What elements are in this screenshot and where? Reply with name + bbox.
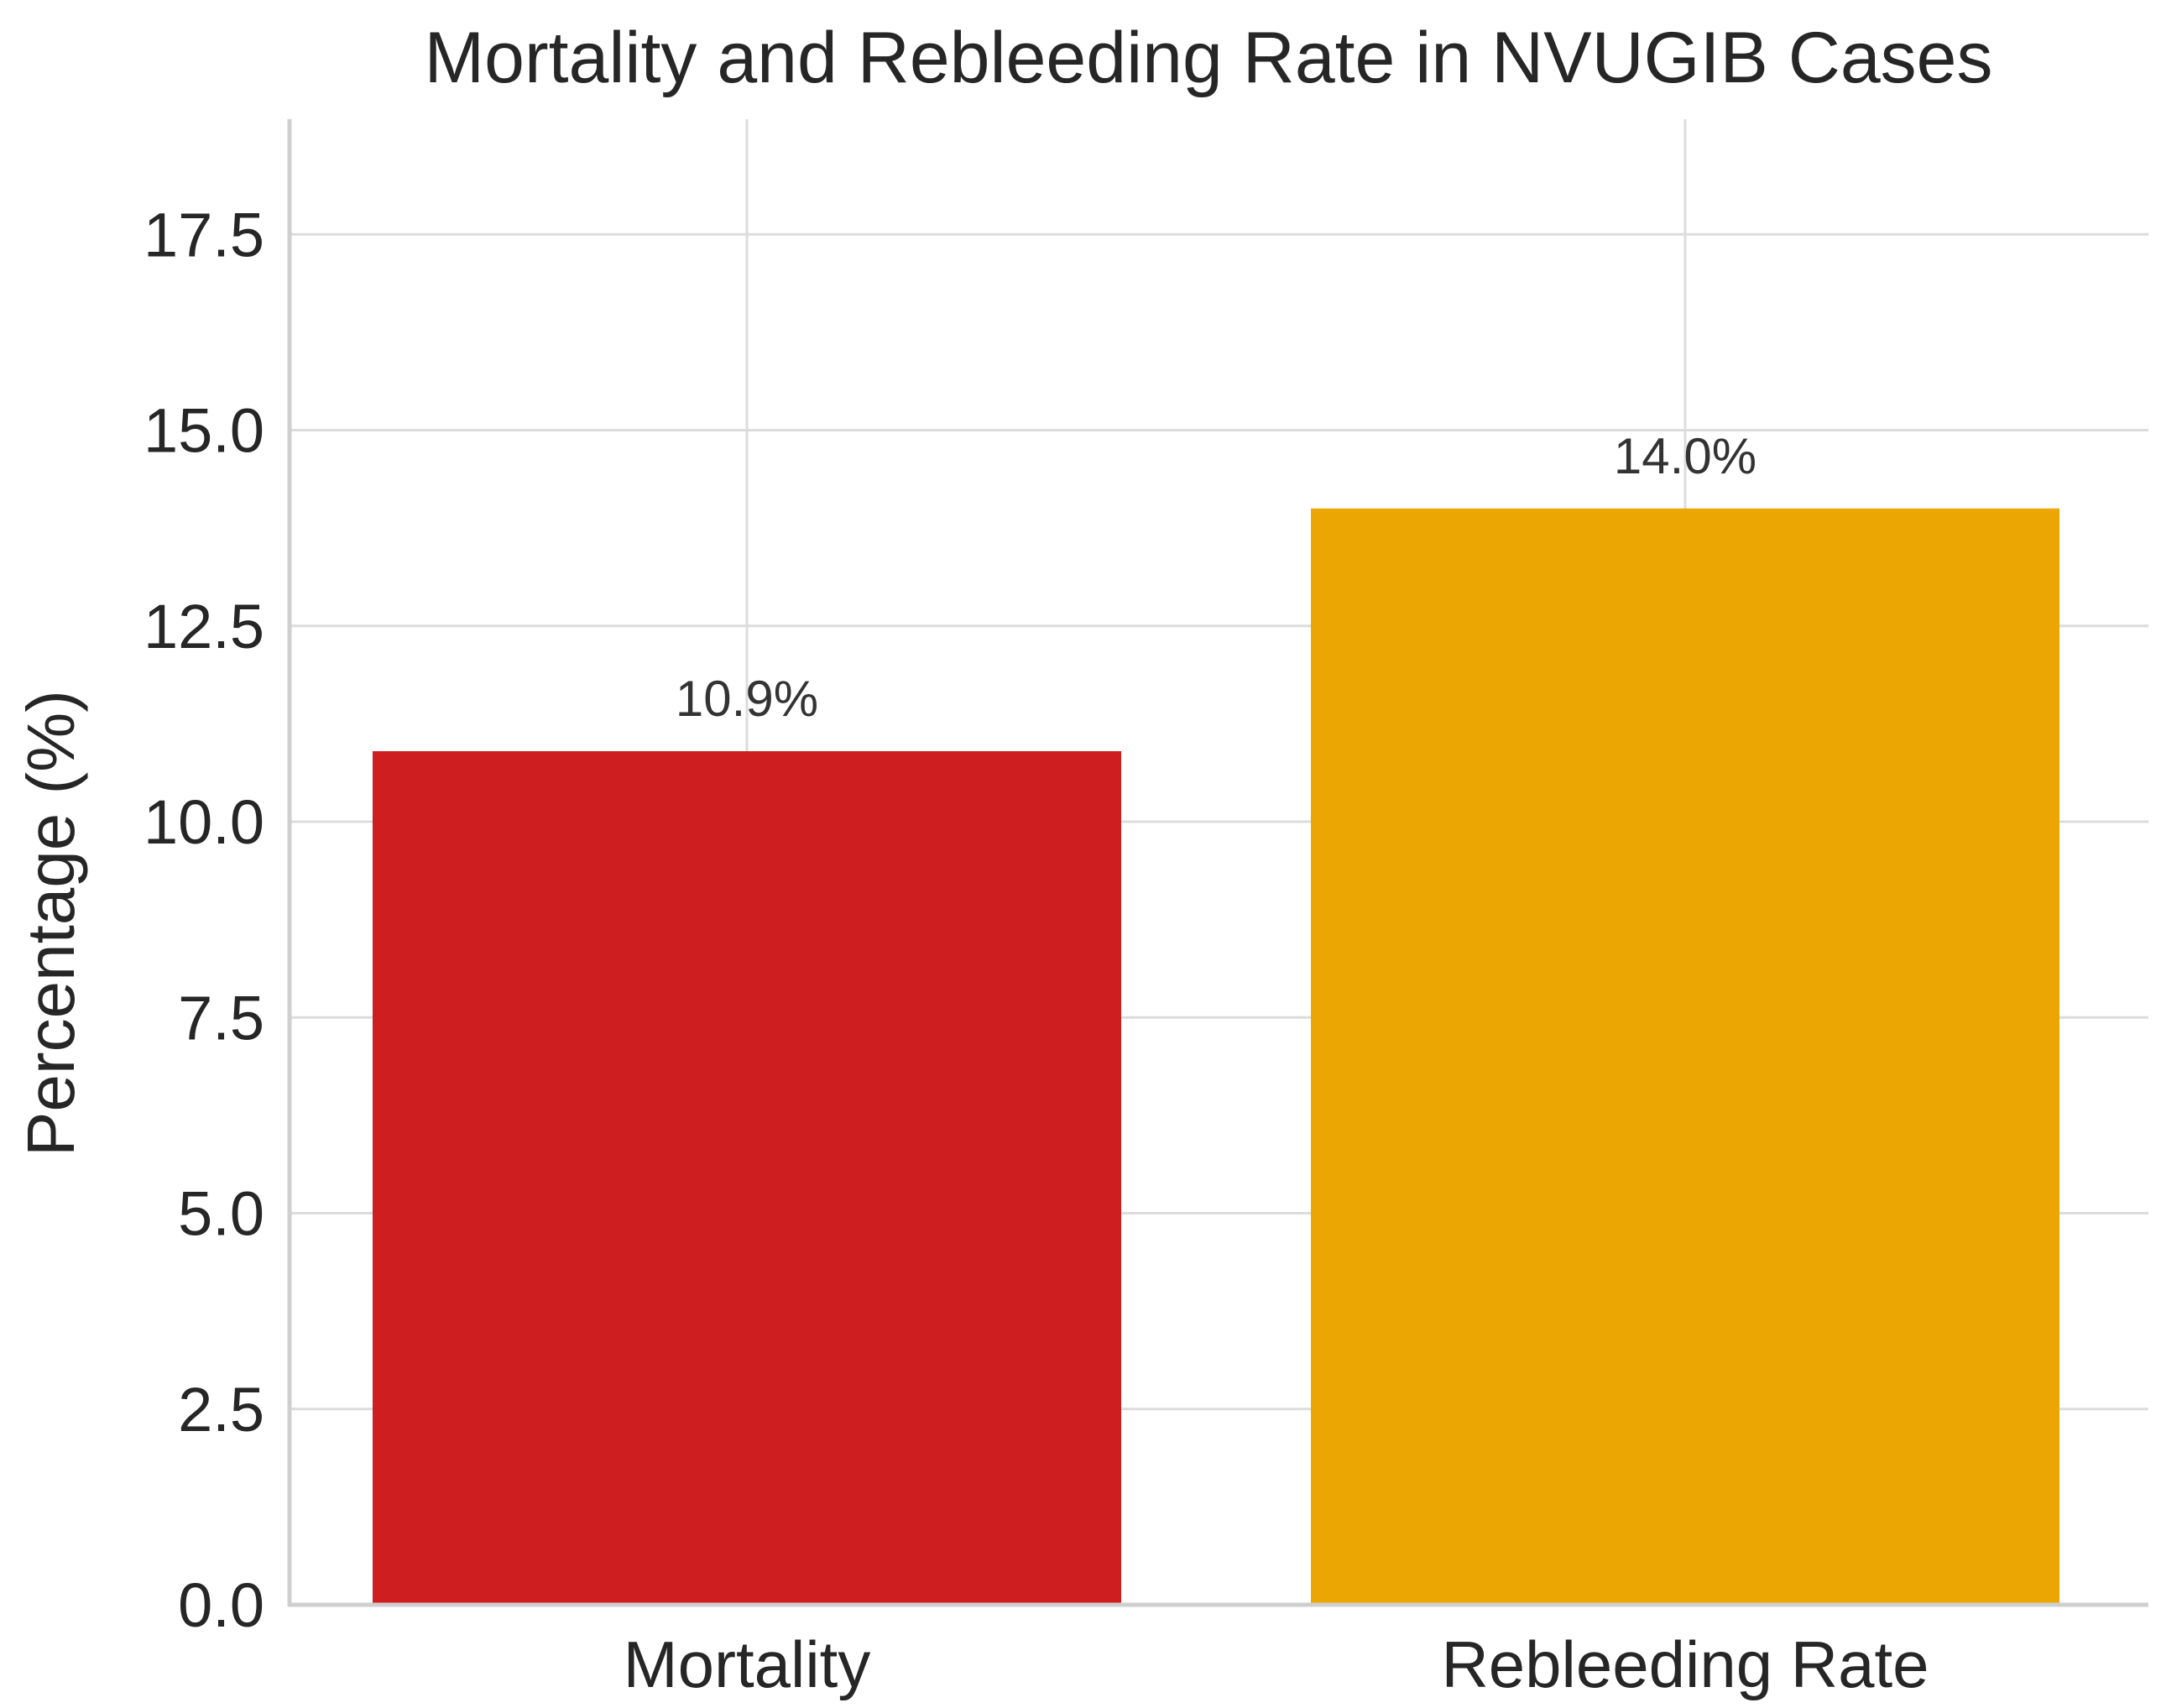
y-tick-label: 0.0 xyxy=(178,1570,264,1640)
x-tick-label: Rebleeding Rate xyxy=(1441,1627,1929,1701)
y-axis-label: Percentage (%) xyxy=(13,690,88,1157)
bar-value-label: 10.9% xyxy=(676,671,818,727)
y-tick-label: 12.5 xyxy=(144,592,264,661)
y-tick-label: 7.5 xyxy=(178,983,264,1052)
bar-rebleeding-rate xyxy=(1311,508,2059,1605)
y-tick-label: 10.0 xyxy=(144,787,264,857)
bar-mortality xyxy=(373,751,1121,1605)
chart-title: Mortality and Rebleeding Rate in NVUGIB … xyxy=(425,18,1993,98)
labels: 0.0 2.5 5.0 7.5 10.0 12.5 15.0 17.5 10.9% Mortali… xyxy=(144,200,1929,1701)
axes xyxy=(287,119,2148,1607)
y-tick-label: 2.5 xyxy=(178,1375,264,1444)
y-tick-label: 17.5 xyxy=(144,200,264,269)
x-tick-label: Mortality xyxy=(624,1627,871,1701)
y-tick-label: 5.0 xyxy=(178,1179,264,1249)
bars xyxy=(373,508,2059,1605)
bar-value-label: 14.0% xyxy=(1614,428,1756,484)
y-tick-label: 15.0 xyxy=(144,396,264,466)
